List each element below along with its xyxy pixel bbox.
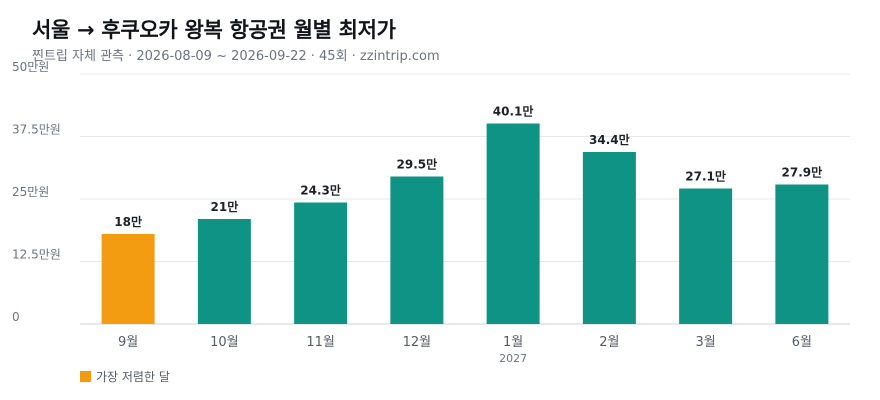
bar-value-label: 21만 <box>211 199 239 214</box>
x-axis-ticks: 9월 10월 11월 12월 1월 2027 2월 3월 6월 <box>118 335 812 365</box>
bar-value-label: 34.4만 <box>589 132 630 147</box>
x-tick-label: 2월 <box>599 335 619 350</box>
bar <box>101 234 155 324</box>
x-tick-label: 9월 <box>118 335 138 350</box>
x-tick-label: 12월 <box>403 335 432 350</box>
y-axis-ticks: 0 12.5만원 25만원 37.5만원 50만원 <box>12 60 61 324</box>
x-tick-label: 11월 <box>306 335 335 350</box>
bar <box>679 188 733 324</box>
x-tick-label: 10월 <box>210 335 239 350</box>
bar-value-label: 24.3만 <box>300 183 341 198</box>
bar-value-label: 18만 <box>114 214 142 229</box>
bar <box>197 219 251 324</box>
bar-value-label: 29.5만 <box>397 157 438 172</box>
legend-label: 가장 저렴한 달 <box>96 370 170 384</box>
legend: 가장 저렴한 달 <box>80 368 170 385</box>
x-tick-sublabel: 2027 <box>499 352 527 365</box>
bar <box>486 123 540 324</box>
bar <box>294 202 348 324</box>
y-tick-label: 50만원 <box>12 60 49 74</box>
bars <box>101 123 829 324</box>
x-tick-label: 1월 <box>503 335 523 350</box>
chart-subtitle: 찐트립 자체 관측 · 2026-08-09 ~ 2026-09-22 · 45… <box>32 49 440 64</box>
x-tick-label: 3월 <box>696 335 716 350</box>
chart-title: 서울 → 후쿠오카 왕복 항공권 월별 최저가 <box>32 18 396 42</box>
y-tick-label: 12.5만원 <box>12 248 61 262</box>
x-tick-label: 6월 <box>792 335 812 350</box>
bar-value-label: 27.1만 <box>685 169 726 184</box>
y-tick-label: 25만원 <box>12 185 49 199</box>
grid-lines <box>80 73 850 325</box>
bar-value-label: 27.9만 <box>782 165 823 180</box>
y-tick-label: 0 <box>12 310 20 324</box>
bar <box>582 152 636 324</box>
bar-value-label: 40.1만 <box>493 104 534 119</box>
bar <box>390 176 444 324</box>
bar <box>775 184 829 324</box>
legend-swatch <box>80 371 91 382</box>
value-labels: 18만 21만 24.3만 29.5만 40.1만 34.4만 27.1만 27.9만 <box>114 104 822 230</box>
y-tick-label: 37.5만원 <box>12 123 61 137</box>
